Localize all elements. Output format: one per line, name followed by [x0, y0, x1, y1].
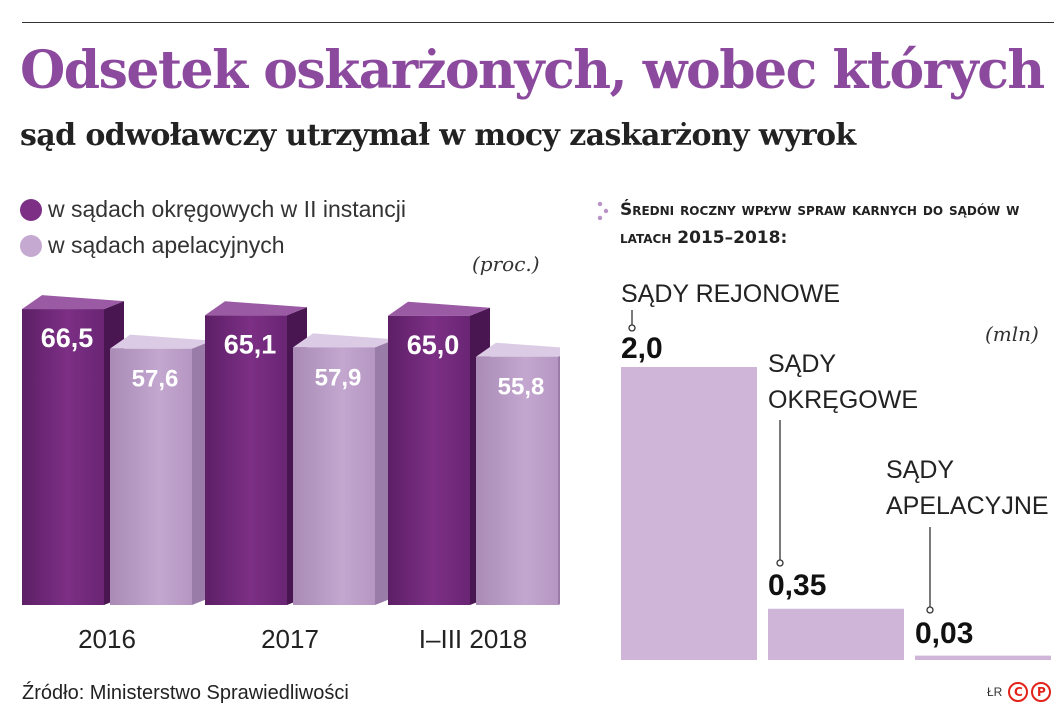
bar-front — [205, 315, 287, 605]
flat-bar-0 — [621, 367, 757, 660]
legend-item-appeal-courts: w sądach apelacyjnych — [20, 232, 285, 259]
value-label: 2,0 — [621, 332, 663, 365]
logo-letter-p: P — [1031, 682, 1052, 702]
x-tick-label: I–III 2018 — [419, 624, 527, 654]
bar-top — [22, 295, 124, 310]
bar-top — [293, 333, 395, 348]
value-label: 0,03 — [915, 617, 973, 650]
x-tick-label: 2017 — [261, 624, 319, 654]
flat-bar-2 — [915, 655, 1051, 660]
bar-appeal-2 — [476, 342, 560, 605]
left-chart-unit: (proc.) — [472, 252, 540, 276]
left-bar-chart: 66,5 57,6 2016 65,1 57,9 2017 65,0 55,8 I–III 20… — [22, 295, 560, 654]
source-note: Źródło: Ministerstwo Sprawiedliwości — [22, 682, 349, 704]
bar-top — [476, 342, 560, 357]
right-bar-chart: 2,0 SĄDY REJONOWE 0,35 SĄDY OKRĘGOWE 0,03 SĄDY… — [621, 280, 1051, 660]
page-subtitle: sąd odwoławczy utrzymał w mocy zaskarżon… — [20, 118, 856, 153]
leader-dot — [776, 559, 784, 567]
bar-side — [558, 355, 560, 605]
value-label: 65,1 — [224, 329, 277, 359]
bar-appeal-0 — [110, 334, 212, 605]
bar-front — [110, 348, 192, 605]
flat-bar-1 — [768, 608, 904, 660]
bar-district-2 — [388, 301, 490, 605]
value-label: 57,9 — [315, 364, 362, 391]
bar-top — [205, 301, 307, 316]
category-label: SĄDY — [768, 350, 836, 378]
bar-front — [476, 356, 558, 605]
legend-label-appeal-courts: w sądach apelacyjnych — [48, 232, 285, 258]
bar-top — [110, 334, 212, 349]
bar-front — [388, 315, 470, 605]
author-initials: ŁR — [987, 685, 1003, 699]
bar-front — [293, 347, 375, 605]
legend-swatch-light — [20, 234, 42, 257]
value-label: 65,0 — [407, 330, 460, 360]
bar-top — [388, 301, 490, 316]
value-label: 66,5 — [41, 323, 94, 353]
bar-front — [22, 309, 104, 605]
category-label: OKRĘGOWE — [768, 386, 918, 414]
logo-letter-c: C — [1008, 682, 1029, 702]
x-tick-label: 2016 — [78, 624, 136, 654]
page-title: Odsetek oskarżonych, wobec których — [20, 40, 1045, 101]
legend-label-district-courts: w sądach okręgowych w II instancji — [48, 196, 406, 222]
leader-dot — [926, 606, 934, 614]
right-chart-title: Średni roczny wpływ spraw karnych do sąd… — [620, 200, 1020, 248]
dots-icon — [597, 201, 609, 221]
legend-swatch-dark — [20, 198, 42, 221]
category-label: SĄDY REJONOWE — [621, 280, 840, 308]
leader-dot — [628, 324, 636, 332]
top-rule — [22, 22, 1054, 23]
category-label: APELACYJNE — [886, 492, 1049, 520]
legend-item-district-courts: w sądach okręgowych w II instancji — [20, 196, 406, 223]
right-chart-unit: (mln) — [985, 322, 1039, 346]
value-label: 57,6 — [132, 366, 179, 393]
category-label: SĄDY — [886, 456, 954, 484]
value-label: 0,35 — [768, 569, 826, 602]
credit: ŁR C P — [987, 682, 1052, 702]
value-label: 55,8 — [498, 374, 545, 401]
